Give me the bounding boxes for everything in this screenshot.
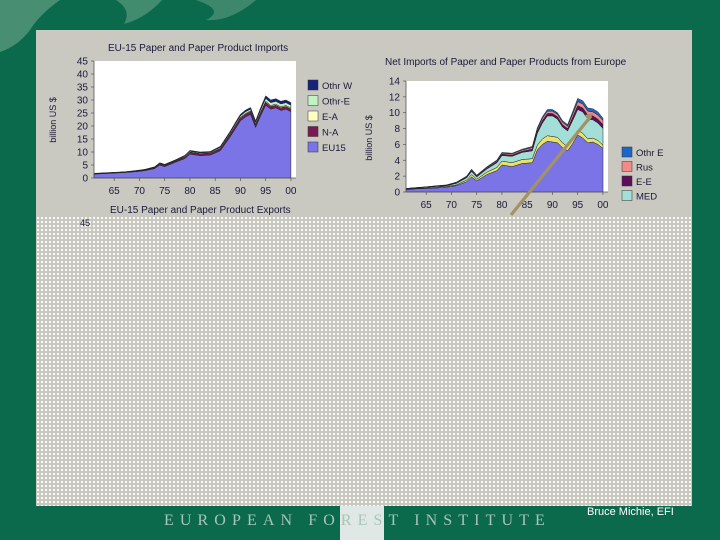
y-tick-1-8: 8 (394, 124, 400, 135)
y-tick-0-35: 35 (77, 83, 89, 94)
legend-swatch-0-othr-e (307, 95, 319, 106)
x-tick-0-95: 95 (260, 186, 272, 197)
legend-swatch-0-n-a (307, 126, 319, 137)
y-tick-1-4: 4 (394, 156, 400, 167)
y-tick-1-14: 14 (389, 77, 401, 88)
dotted-overlay (36, 216, 692, 506)
x-tick-1-85: 85 (522, 200, 534, 211)
chart-title-1: Net Imports of Paper and Paper Products … (385, 57, 627, 68)
leaf-decoration-3 (196, 0, 256, 21)
annotation-arrow-head (585, 113, 593, 122)
area-1-othr-e (405, 98, 604, 189)
x-tick-1-90: 90 (547, 200, 559, 211)
x-tick-0-85: 85 (210, 186, 222, 197)
y-tick-1-10: 10 (389, 108, 401, 119)
legend-swatch-0-othr-w (307, 79, 319, 91)
legend-swatch-0-eu15 (307, 141, 319, 153)
legend-swatch-0-e-a (307, 110, 319, 122)
y-tick-0-40: 40 (77, 70, 89, 81)
credit-text: Bruce Michie, EFI (587, 506, 674, 518)
legend-label-0-othr-e: Othr-E (322, 97, 350, 108)
legend-swatch-1-othr-e (621, 146, 633, 158)
x-tick-1-95: 95 (572, 200, 584, 211)
legend-swatch-1-med (621, 190, 633, 201)
y-tick-0-15: 15 (77, 135, 89, 146)
y-tick-0-45: 45 (77, 57, 89, 68)
y-tick-1-12: 12 (389, 92, 401, 103)
x-tick-0-80: 80 (184, 186, 196, 197)
annotation-arrow-line (509, 114, 593, 217)
legend-label-1-med: MED (636, 192, 657, 203)
footer-logo-text: EUROPEAN FOREST INSTITUTE (164, 512, 551, 529)
legend-label-0-n-a: N-A (322, 128, 339, 139)
charts-canvas: EU-15 Paper and Paper Product Imports bil… (48, 43, 663, 228)
legend-label-0-e-a: E-A (322, 112, 339, 123)
footer-highlight-block (340, 506, 384, 540)
x-tick-0-90: 90 (235, 186, 247, 197)
leaf-decoration (0, 0, 60, 52)
legend-label-0-othr-w: Othr W (322, 81, 352, 92)
y-tick-0-30: 30 (77, 96, 89, 107)
area-0-othr-w (93, 95, 292, 174)
legend-label-1-othr-e: Othr E (636, 148, 663, 159)
x-tick-0-70: 70 (134, 186, 146, 197)
y-tick-0-25: 25 (77, 109, 89, 120)
y-tick-0-0: 0 (82, 174, 88, 185)
x-tick-1-75: 75 (471, 200, 483, 211)
x-tick-1-65: 65 (421, 200, 433, 211)
legend-swatch-1-rus (621, 161, 633, 172)
y-tick-0-5: 5 (82, 161, 88, 172)
y-tick-0-10: 10 (77, 148, 89, 159)
legend-label-1-e-e: E-E (636, 177, 652, 188)
x-tick-1-00: 00 (597, 200, 609, 211)
x-tick-1-80: 80 (496, 200, 508, 211)
y-tick-1-6: 6 (394, 140, 400, 151)
chart-title-2: EU-15 Paper and Paper Product Exports (110, 205, 291, 216)
x-tick-0-65: 65 (109, 186, 121, 197)
y-tick-1-2: 2 (394, 172, 400, 183)
y-axis-label-0: billion US $ (48, 97, 58, 143)
legend-swatch-1-e-e (621, 175, 633, 187)
y-tick-2-45: 45 (80, 218, 90, 228)
chart-title-0: EU-15 Paper and Paper Product Imports (108, 43, 288, 54)
y-axis-label-1: billion US $ (364, 115, 374, 161)
legend-label-1-rus: Rus (636, 163, 653, 174)
x-tick-1-70: 70 (446, 200, 458, 211)
x-tick-0-75: 75 (159, 186, 171, 197)
x-tick-0-00: 00 (285, 186, 297, 197)
leaf-decoration-2 (116, 0, 162, 24)
legend-label-0-eu15: EU15 (322, 143, 346, 154)
y-tick-0-20: 20 (77, 122, 89, 133)
chart-panel: EU-15 Paper and Paper Product Imports bil… (36, 30, 692, 506)
y-tick-1-0: 0 (394, 188, 400, 199)
